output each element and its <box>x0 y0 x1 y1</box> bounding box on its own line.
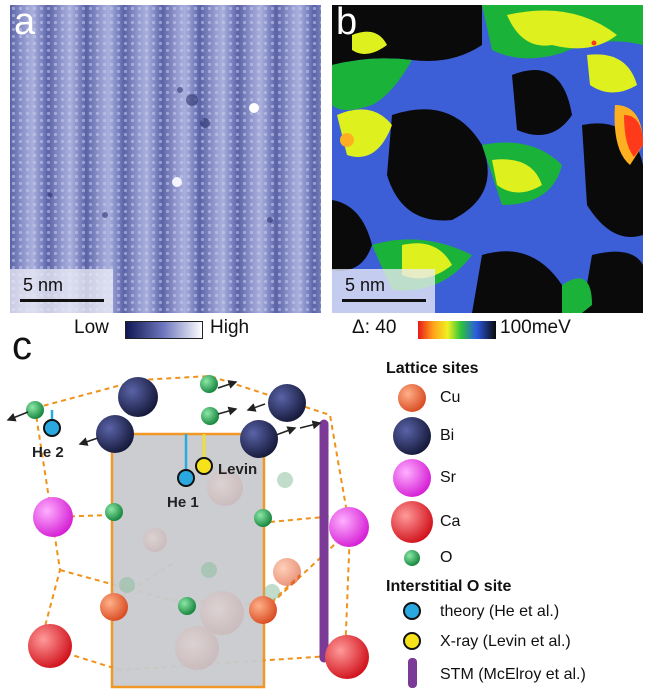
legend-cu-label: Cu <box>440 389 461 406</box>
colorbar-b <box>418 321 496 339</box>
label-levin: Levin <box>218 461 257 478</box>
colorbar-a-low-label: Low <box>74 317 109 338</box>
label-he2: He 2 <box>32 444 64 461</box>
legend-stm-swatch <box>408 658 417 688</box>
panel-letter-b: b <box>336 5 358 43</box>
legend-theory-label: theory (He et al.) <box>440 603 560 620</box>
colorbar-a-high-label: High <box>210 317 250 338</box>
legend-ca-swatch <box>391 501 433 543</box>
panel-letter-c: c <box>12 324 32 368</box>
legend-o-label: O <box>440 549 453 566</box>
panel-letter-a: a <box>14 5 36 43</box>
legend-lattice-swatches <box>391 384 433 566</box>
legend-stm-label: STM (McElroy et al.) <box>440 666 586 683</box>
legend-theory-swatch <box>403 602 421 620</box>
topograph-image <box>10 5 321 313</box>
legend-bi-label: Bi <box>440 427 455 444</box>
scale-bar-line-b <box>342 299 426 302</box>
scale-bar-label-b: 5 nm <box>345 275 386 295</box>
legend-xray-label: X-ray (Levin et al.) <box>440 633 571 650</box>
legend-ca-label: Ca <box>440 513 461 530</box>
colorbar-b-min-label: Δ: 40 <box>352 317 397 338</box>
legend-bi-swatch <box>393 417 431 455</box>
scale-bar-a: 5 nm <box>10 269 113 313</box>
legend-interstitial-swatches <box>403 602 421 688</box>
legend-interstitial-title: Interstitial O site <box>386 578 512 595</box>
legend-lattice-title: Lattice sites <box>386 360 479 377</box>
colorbar-a <box>125 321 203 339</box>
crystal-structure-panel-c: c <box>0 324 649 692</box>
legend-xray-swatch <box>403 632 421 650</box>
scale-bar-b: 5 nm <box>332 269 435 313</box>
colorbar-b-max-label: 100meV <box>500 317 571 338</box>
gap-map-image <box>332 5 643 313</box>
label-he1: He 1 <box>167 494 199 511</box>
topograph-panel-a: a 5 nm <box>10 5 321 313</box>
gap-map-panel-b: b 5 nm <box>332 5 643 313</box>
legend-cu-swatch <box>398 384 426 412</box>
scale-bar-label-a: 5 nm <box>23 275 64 295</box>
scale-bar-line-a <box>20 299 104 302</box>
unit-cell-diagram: He 2 He 1 Levin <box>6 374 369 689</box>
legend-o-swatch <box>404 550 420 566</box>
legend-sr-swatch <box>393 459 431 497</box>
legend-sr-label: Sr <box>440 469 456 486</box>
